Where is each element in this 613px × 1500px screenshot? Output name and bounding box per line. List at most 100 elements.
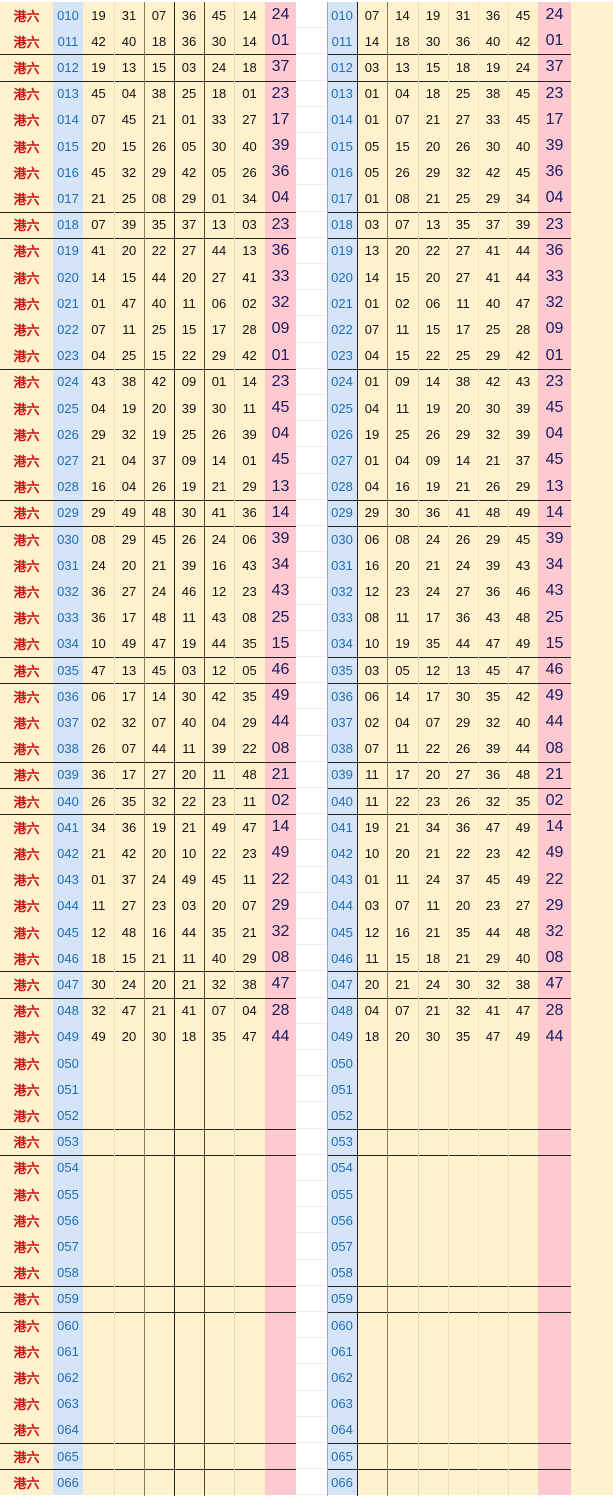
drawn-number: 45 <box>83 159 114 186</box>
sorted-number <box>387 1102 418 1129</box>
drawn-number: 36 <box>83 604 114 631</box>
drawn-number: 19 <box>114 395 144 422</box>
group-separator <box>0 80 296 82</box>
period-number-sorted: 056 <box>327 1207 357 1234</box>
sorted-number: 04 <box>387 80 418 107</box>
sorted-number: 16 <box>357 552 387 579</box>
drawn-number: 40 <box>204 945 234 972</box>
drawn-number: 03 <box>234 211 265 238</box>
group-separator <box>327 211 571 213</box>
sorted-number: 37 <box>478 211 508 238</box>
drawn-number: 45 <box>204 2 234 29</box>
period-number-sorted: 020 <box>327 264 357 291</box>
sorted-number <box>508 1259 538 1286</box>
drawn-number <box>114 1285 144 1312</box>
period-number: 051 <box>53 1076 83 1103</box>
sorted-number <box>387 1416 418 1443</box>
special-number-sorted <box>538 1469 571 1496</box>
special-number-sorted: 14 <box>538 499 571 526</box>
period-number-sorted: 042 <box>327 840 357 867</box>
sorted-number: 07 <box>387 211 418 238</box>
drawn-number <box>144 1443 174 1470</box>
drawn-number <box>144 1233 174 1260</box>
drawn-number <box>204 1128 234 1155</box>
lottery-label: 港六 <box>0 473 53 500</box>
special-number <box>265 1050 296 1077</box>
drawn-number: 21 <box>83 840 114 867</box>
drawn-number: 21 <box>144 552 174 579</box>
sorted-number: 29 <box>418 159 448 186</box>
lottery-label: 港六 <box>0 892 53 919</box>
column-gap <box>296 1181 327 1208</box>
drawn-number: 08 <box>234 604 265 631</box>
column-gap <box>296 814 327 841</box>
group-separator <box>327 1285 571 1287</box>
sorted-number: 37 <box>448 866 478 893</box>
sorted-number: 20 <box>418 264 448 291</box>
sorted-number: 39 <box>478 735 508 762</box>
drawn-number: 11 <box>114 316 144 343</box>
group-separator <box>327 368 571 370</box>
sorted-number: 04 <box>357 473 387 500</box>
drawn-number: 11 <box>174 945 204 972</box>
sorted-number: 32 <box>478 788 508 815</box>
lottery-label: 港六 <box>0 683 53 710</box>
drawn-number: 43 <box>83 368 114 395</box>
sorted-number <box>418 1364 448 1391</box>
period-number: 034 <box>53 630 83 657</box>
sorted-number <box>478 1233 508 1260</box>
column-gap <box>296 945 327 972</box>
drawn-number: 42 <box>204 683 234 710</box>
special-number: 47 <box>265 971 296 998</box>
sorted-number: 30 <box>478 395 508 422</box>
drawn-number: 22 <box>174 788 204 815</box>
table-row: 港六 046 18 15 21 11 40 29 08 046 11 15 18 21 29 40 08 <box>0 945 613 972</box>
drawn-number <box>144 1469 174 1496</box>
period-number: 016 <box>53 159 83 186</box>
drawn-number: 29 <box>83 499 114 526</box>
drawn-number: 11 <box>234 866 265 893</box>
period-number: 010 <box>53 2 83 29</box>
drawn-number: 26 <box>144 473 174 500</box>
drawn-number: 36 <box>83 578 114 605</box>
column-gap <box>296 1364 327 1391</box>
special-number: 08 <box>265 945 296 972</box>
drawn-number <box>234 1207 265 1234</box>
drawn-number: 36 <box>114 814 144 841</box>
group-separator <box>0 54 296 56</box>
table-row: 港六 060 060 <box>0 1312 613 1339</box>
drawn-number: 35 <box>234 630 265 657</box>
sorted-number <box>478 1207 508 1234</box>
period-number: 024 <box>53 368 83 395</box>
drawn-number: 28 <box>234 316 265 343</box>
sorted-number: 13 <box>387 54 418 81</box>
special-number-sorted: 32 <box>538 290 571 317</box>
lottery-label: 港六 <box>0 526 53 553</box>
drawn-number: 11 <box>174 735 204 762</box>
special-number <box>265 1390 296 1417</box>
sorted-number: 20 <box>387 840 418 867</box>
filler-cell <box>571 1181 613 1208</box>
period-number: 046 <box>53 945 83 972</box>
drawn-number <box>114 1259 144 1286</box>
column-gap <box>296 657 327 684</box>
special-number <box>265 1207 296 1234</box>
table-row: 港六 047 30 24 20 21 32 38 47 047 20 21 24 30 32 38 47 <box>0 971 613 998</box>
special-number: 45 <box>265 395 296 422</box>
period-number: 066 <box>53 1469 83 1496</box>
lottery-label: 港六 <box>0 761 53 788</box>
column-gap <box>296 28 327 55</box>
column-gap <box>296 1128 327 1155</box>
period-number-sorted: 015 <box>327 133 357 160</box>
sorted-number <box>357 1416 387 1443</box>
sorted-number <box>418 1154 448 1181</box>
sorted-number: 45 <box>508 526 538 553</box>
drawn-number: 35 <box>144 211 174 238</box>
drawn-number: 42 <box>144 368 174 395</box>
sorted-number: 30 <box>478 133 508 160</box>
drawn-number <box>174 1443 204 1470</box>
special-number-sorted: 45 <box>538 447 571 474</box>
period-number: 036 <box>53 683 83 710</box>
filler-cell <box>571 1364 613 1391</box>
table-row: 港六 024 43 38 42 09 01 14 23 024 01 09 14 38 42 43 23 <box>0 368 613 395</box>
